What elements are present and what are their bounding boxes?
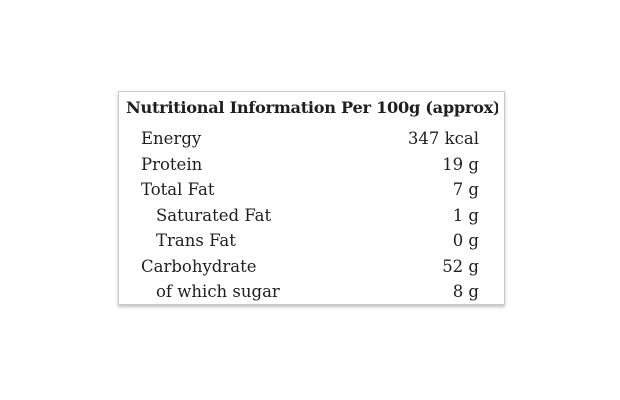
nutrient-value: 19 g (442, 154, 479, 174)
nutrient-value: 1 g (452, 205, 479, 225)
nutrient-label: Trans Fat (156, 231, 236, 250)
nutrition-rows: Energy 347 kcal Protein 19 g Total Fat 7… (119, 126, 504, 305)
nutrient-value: 347 kcal (407, 129, 479, 148)
table-row-energy: Energy 347 kcal (119, 126, 504, 152)
table-row-saturated-fat: Saturated Fat 1 g (119, 203, 504, 229)
nutrient-label: Carbohydrate (141, 256, 257, 276)
nutrient-label: Total Fat (141, 180, 215, 199)
nutrient-label: Saturated Fat (156, 205, 272, 225)
nutrient-value: 7 g (452, 180, 479, 199)
nutrition-facts-card: Nutritional Information Per 100g (approx… (118, 91, 505, 305)
nutrient-value: 0 g (452, 231, 479, 250)
nutrition-table-title: Nutritional Information Per 100g (approx… (126, 98, 498, 117)
nutrient-value: 8 g (452, 282, 479, 301)
table-row-carbohydrate: Carbohydrate 52 g (119, 254, 504, 280)
table-row-protein: Protein 19 g (119, 152, 504, 178)
nutrient-value: 52 g (442, 256, 479, 276)
nutrient-label: Energy (141, 129, 202, 148)
table-row-sugar: of which sugar 8 g (119, 279, 504, 305)
nutrient-label: Protein (141, 154, 203, 174)
table-row-trans-fat: Trans Fat 0 g (119, 228, 504, 254)
nutrient-label: of which sugar (156, 282, 280, 301)
table-row-total-fat: Total Fat 7 g (119, 177, 504, 203)
